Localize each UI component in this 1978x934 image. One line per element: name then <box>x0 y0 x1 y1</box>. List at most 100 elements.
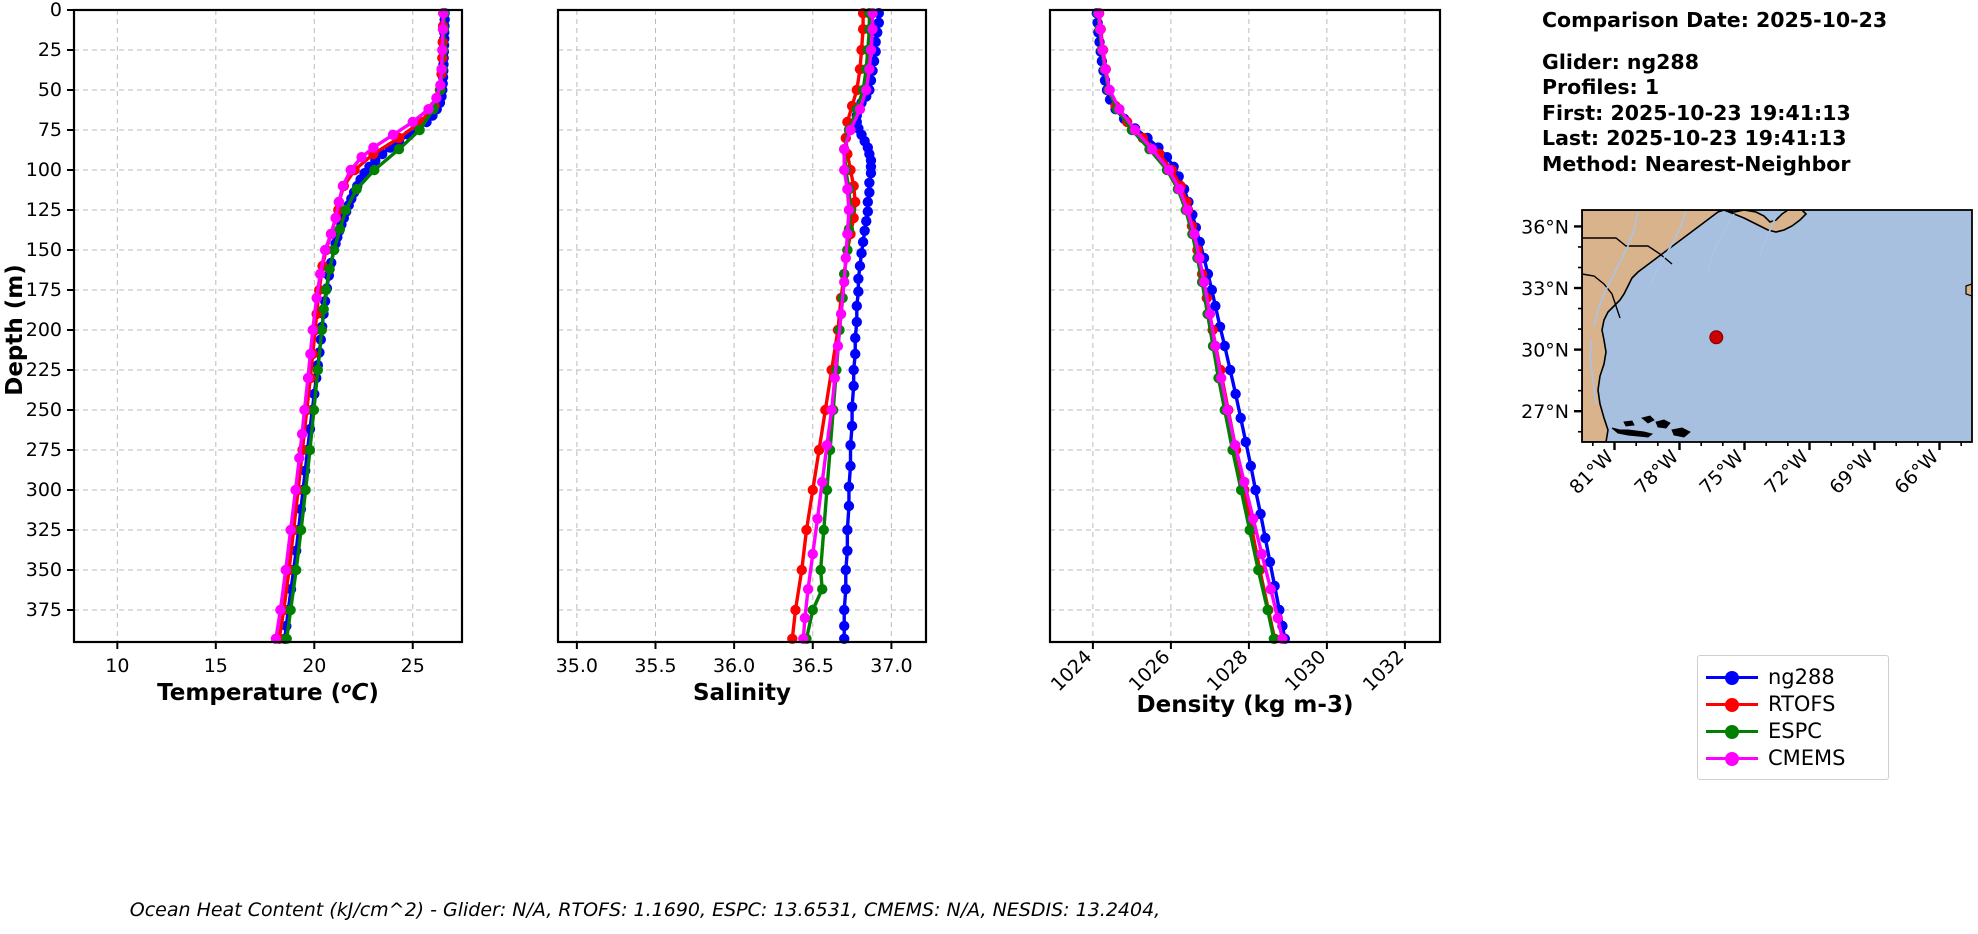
info-block: Comparison Date: 2025-10-23 Glider: ng28… <box>1542 8 1972 177</box>
map-longitude-ticks: 81°W 78°W 75°W 72°W 69°W 66°W <box>1565 442 1962 499</box>
legend-swatch-line-1 <box>1706 697 1758 712</box>
x-tick: 1030 <box>1281 646 1331 696</box>
density-axes: 1024 1026 1028 1030 1032 Density (kg m-3) <box>1047 8 1442 718</box>
x-tick: 36.0 <box>713 655 755 677</box>
x-tick: 10 <box>105 655 129 677</box>
comparison-date: Comparison Date: 2025-10-23 <box>1542 8 1888 32</box>
info-spacer <box>1542 34 1972 50</box>
map-lat-tick: 33°N <box>1521 278 1569 300</box>
y-tick: 375 <box>26 599 62 621</box>
y-tick: 75 <box>38 119 62 141</box>
legend-item-2[interactable]: ESPC <box>1706 717 1878 744</box>
legend-item-3[interactable]: CMEMS <box>1706 744 1878 771</box>
y-tick: 25 <box>38 39 62 61</box>
y-tick: 50 <box>38 79 62 101</box>
density-panel: 1024 1026 1028 1030 1032 Density (kg m-3) <box>1000 0 1500 900</box>
map-frame <box>1581 209 1973 443</box>
map-latitude-ticks: 36°N 33°N 30°N 27°N <box>1521 216 1582 433</box>
series-cmems <box>270 8 449 644</box>
plot-background <box>1050 10 1440 642</box>
legend-label-2: ESPC <box>1768 718 1822 743</box>
y-tick: 350 <box>26 559 62 581</box>
legend-label-0: ng288 <box>1768 664 1835 689</box>
map-geography <box>1582 210 1972 442</box>
y-tick: 325 <box>26 519 62 541</box>
map-lon-tick: 81°W <box>1565 446 1618 499</box>
glider-position-marker <box>1709 330 1724 345</box>
salinity-axes: 35.0 35.5 36.0 36.5 37.0 Salinity <box>556 8 928 706</box>
map-lon-tick: 75°W <box>1695 446 1748 499</box>
x-tick-labels: 10 15 20 25 <box>105 642 425 677</box>
x-tick: 20 <box>302 655 326 677</box>
land-east-edge <box>1965 283 1972 297</box>
first-timestamp: First: 2025-10-23 19:41:13 <box>1542 100 1851 125</box>
land-florida-keys <box>1611 427 1654 438</box>
legend-swatch-line-3 <box>1706 751 1758 766</box>
glider-name: Glider: ng288 <box>1542 49 1699 74</box>
state-borders <box>1582 237 1673 319</box>
y-tick: 200 <box>26 319 62 341</box>
x-tick: 1032 <box>1359 646 1409 696</box>
series-cmems <box>1093 8 1288 644</box>
land-bahamas <box>1623 415 1691 438</box>
series-layer <box>270 8 450 644</box>
map-lon-tick: 78°W <box>1630 446 1683 499</box>
plot-frame <box>556 8 928 644</box>
rivers <box>1589 211 1777 405</box>
x-tick: 35.0 <box>556 655 598 677</box>
legend-label-1: RTOFS <box>1768 691 1836 716</box>
y-tick: 0 <box>50 0 62 21</box>
land-outer-banks <box>1723 210 1808 233</box>
gridlines <box>74 10 462 642</box>
last-timestamp: Last: 2025-10-23 19:41:13 <box>1542 126 1847 150</box>
location-map: 36°N 33°N 30°N 27°N 81°W 78°W 75°W 72°W 69°W 66°… <box>1521 209 1973 499</box>
y-tick: 150 <box>26 239 62 261</box>
density-plot: 1024 1026 1028 1030 1032 Density (kg m-3) <box>1047 8 1442 718</box>
method-name: Method: Nearest-Neighbor <box>1542 151 1851 176</box>
y-tick: 225 <box>26 359 62 381</box>
salinity-panel: 35.0 35.5 36.0 36.5 37.0 Salinity <box>520 0 1000 900</box>
plot-background <box>74 10 462 642</box>
y-tick: 100 <box>26 159 62 181</box>
y-tick-labels: 0 25 50 75 100 125 150 175 200 225 250 275 300 325 350… <box>26 0 74 621</box>
x-tick-labels: 35.0 35.5 36.0 36.5 37.0 <box>556 642 913 677</box>
temperature-panel: 10 15 20 25 0 25 50 75 100 125 150 175 200 225 250 275… <box>0 0 520 900</box>
x-axis-title: Density (kg m-3) <box>1137 692 1354 718</box>
series-layer <box>787 8 885 644</box>
x-tick: 1026 <box>1125 646 1175 696</box>
y-tick: 250 <box>26 399 62 421</box>
map-panel: 36°N 33°N 30°N 27°N 81°W 78°W 75°W 72°W 69°W 66°… <box>1520 190 1978 610</box>
y-tick: 300 <box>26 479 62 501</box>
legend-label-3: CMEMS <box>1768 745 1846 770</box>
x-axis-title: Temperature (oC) <box>157 679 379 706</box>
map-lon-tick: 72°W <box>1760 446 1813 499</box>
plot-frame <box>72 8 464 644</box>
map-lat-tick: 27°N <box>1521 401 1569 423</box>
x-tick: 37.0 <box>870 655 912 677</box>
y-tick: 175 <box>26 279 62 301</box>
x-tick: 1028 <box>1203 646 1253 696</box>
plot-frame <box>1048 8 1442 644</box>
profiles-count: Profiles: 1 <box>1542 75 1660 99</box>
legend-item-0[interactable]: ng288 <box>1706 663 1878 690</box>
map-lat-tick: 30°N <box>1521 340 1569 362</box>
legend-swatch-line-0 <box>1706 670 1758 685</box>
series-layer <box>1091 8 1290 644</box>
map-lon-tick: 69°W <box>1825 446 1878 499</box>
x-tick: 15 <box>204 655 228 677</box>
series-cmems <box>798 8 878 644</box>
x-tick: 36.5 <box>792 655 834 677</box>
salinity-plot: 35.0 35.5 36.0 36.5 37.0 Salinity <box>556 8 928 706</box>
x-tick: 1024 <box>1047 646 1097 696</box>
gridlines <box>1050 10 1440 642</box>
legend-item-1[interactable]: RTOFS <box>1706 690 1878 717</box>
temperature-axes: 10 15 20 25 0 25 50 75 100 125 150 175 200 225 250 275… <box>2 0 464 706</box>
x-tick-labels: 1024 1026 1028 1030 1032 <box>1047 642 1409 696</box>
x-axis-title: Salinity <box>693 680 791 706</box>
map-lon-tick: 66°W <box>1890 446 1943 499</box>
plot-background <box>558 10 926 642</box>
legend-swatch-line-2 <box>1706 724 1758 739</box>
legend: ng288 RTOFS ESPC CMEMS <box>1697 655 1889 780</box>
map-lat-tick: 36°N <box>1521 216 1569 238</box>
y-tick: 125 <box>26 199 62 221</box>
